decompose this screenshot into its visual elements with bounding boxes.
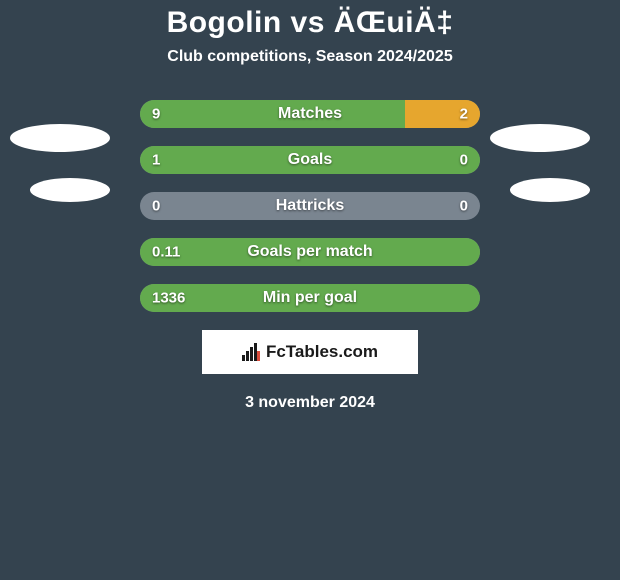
stat-label: Hattricks bbox=[140, 197, 480, 215]
comparison-widget: Bogolin vs ÄŒuiÄ‡ Club competitions, Sea… bbox=[0, 0, 620, 580]
decorative-ellipse bbox=[510, 178, 590, 202]
stat-fill-left bbox=[140, 100, 405, 128]
stat-bar: Hattricks0 0 bbox=[140, 192, 480, 220]
logo-text: FcTables.com bbox=[266, 342, 378, 362]
stat-value-left: 0 bbox=[152, 198, 160, 215]
fctables-logo[interactable]: FcTables.com bbox=[202, 330, 418, 374]
stat-bar: Matches92 bbox=[140, 100, 480, 128]
stat-row: Goals per match0.11 bbox=[0, 238, 620, 266]
stat-fill-left bbox=[140, 284, 480, 312]
page-title: Bogolin vs ÄŒuiÄ‡ bbox=[0, 0, 620, 40]
stat-fill-right bbox=[405, 100, 480, 128]
subtitle: Club competitions, Season 2024/2025 bbox=[0, 48, 620, 66]
decorative-ellipse bbox=[30, 178, 110, 202]
stat-value-right: 0 bbox=[460, 198, 468, 215]
bars-icon bbox=[242, 343, 260, 361]
stat-bar: Goals10 bbox=[140, 146, 480, 174]
date-text: 3 november 2024 bbox=[0, 394, 620, 412]
stat-bar: Goals per match0.11 bbox=[140, 238, 480, 266]
stat-fill-left bbox=[140, 146, 480, 174]
stat-row: Min per goal1336 bbox=[0, 284, 620, 312]
stat-fill-left bbox=[140, 238, 480, 266]
stat-bar: Min per goal1336 bbox=[140, 284, 480, 312]
decorative-ellipse bbox=[490, 124, 590, 152]
decorative-ellipse bbox=[10, 124, 110, 152]
